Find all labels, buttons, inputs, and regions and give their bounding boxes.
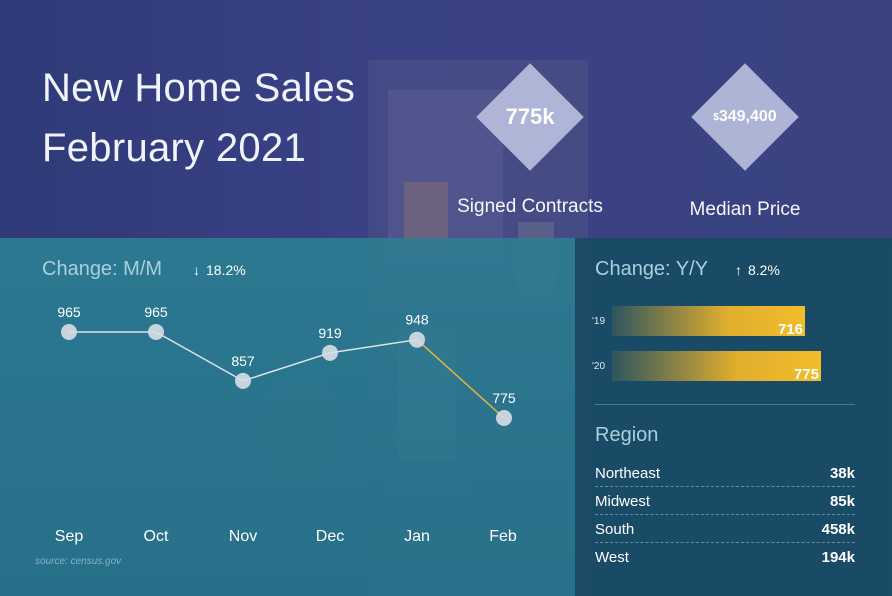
arrow-up-icon: ↑	[735, 262, 742, 278]
data-label-dec: 919	[318, 325, 342, 341]
signed-contracts-stat: 775k	[470, 57, 590, 177]
page-subtitle: February 2021	[42, 126, 307, 170]
yy-title: Change: Y/Y	[595, 258, 709, 280]
yy-change-value: 8.2%	[748, 262, 780, 278]
region-name: Midwest	[595, 492, 651, 510]
signed-contracts-value: 775k	[505, 104, 555, 129]
month-label-oct: Oct	[143, 528, 169, 545]
mm-panel	[0, 238, 575, 596]
line-segment-1	[155, 331, 244, 382]
signed-contracts-label: Signed Contracts	[457, 196, 603, 217]
month-label-nov: Nov	[228, 528, 258, 545]
region-value: 38k	[829, 464, 855, 482]
bar-2019	[612, 306, 805, 336]
region-name: Northeast	[595, 464, 661, 482]
currency-symbol: $	[713, 111, 719, 123]
yy-change: ↑ 8.2%	[735, 262, 780, 278]
bar-label-2019: '19	[592, 316, 606, 327]
data-point-sep	[61, 324, 77, 340]
region-title: Region	[595, 424, 659, 446]
data-label-jan: 948	[405, 312, 429, 328]
line-segment-4	[416, 339, 505, 419]
line-segment-2	[242, 352, 331, 382]
region-name: West	[595, 548, 629, 566]
source-note: source: census.gov	[35, 556, 122, 567]
bar-value-2019: 716	[777, 321, 803, 338]
mm-change: ↓ 18.2%	[193, 262, 246, 278]
data-point-nov	[235, 372, 251, 389]
mm-change-value: 18.2%	[206, 262, 246, 278]
region-value: 85k	[829, 492, 855, 510]
region-row-midwest: Midwest 85k	[595, 488, 855, 515]
region-value: 194k	[821, 548, 855, 566]
region-row-south: South 458k	[595, 516, 855, 543]
bar-2020	[612, 351, 821, 381]
data-label-feb: 775	[492, 390, 516, 406]
mm-title: Change: M/M	[42, 258, 163, 280]
region-value: 458k	[821, 520, 855, 538]
bar-label-2020: '20	[592, 361, 606, 372]
region-row-northeast: Northeast 38k	[595, 460, 855, 487]
median-price-number: 349,400	[718, 108, 777, 125]
data-label-sep: 965	[57, 304, 81, 320]
line-segment-3	[329, 338, 418, 354]
month-label-feb: Feb	[489, 528, 517, 545]
mm-line-chart: 965 965 857 919 948 775	[57, 304, 516, 426]
month-label-dec: Dec	[315, 528, 345, 545]
page-title: New Home Sales	[42, 66, 356, 110]
data-point-feb	[496, 410, 512, 426]
month-label-jan: Jan	[404, 528, 430, 545]
median-price-value: $349,400	[685, 57, 805, 177]
region-name: South	[595, 520, 635, 538]
divider	[595, 404, 855, 405]
data-point-oct	[148, 324, 164, 340]
bar-value-2020: 775	[793, 366, 819, 383]
yy-panel	[575, 238, 892, 596]
data-label-nov: 857	[231, 353, 255, 369]
region-row-west: West 194k	[595, 544, 855, 570]
median-price-stat: $349,400	[685, 57, 805, 177]
data-label-oct: 965	[144, 304, 168, 320]
month-label-sep: Sep	[54, 528, 84, 545]
arrow-down-icon: ↓	[193, 262, 200, 278]
median-price-label: Median Price	[689, 199, 801, 220]
data-point-jan	[409, 331, 425, 348]
data-point-dec	[322, 344, 338, 361]
